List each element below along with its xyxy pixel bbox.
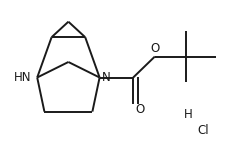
Text: O: O [135,103,144,116]
Text: N: N [102,71,110,84]
Text: H: H [184,108,193,121]
Text: Cl: Cl [197,124,209,137]
Text: HN: HN [14,71,31,84]
Text: O: O [150,42,159,55]
